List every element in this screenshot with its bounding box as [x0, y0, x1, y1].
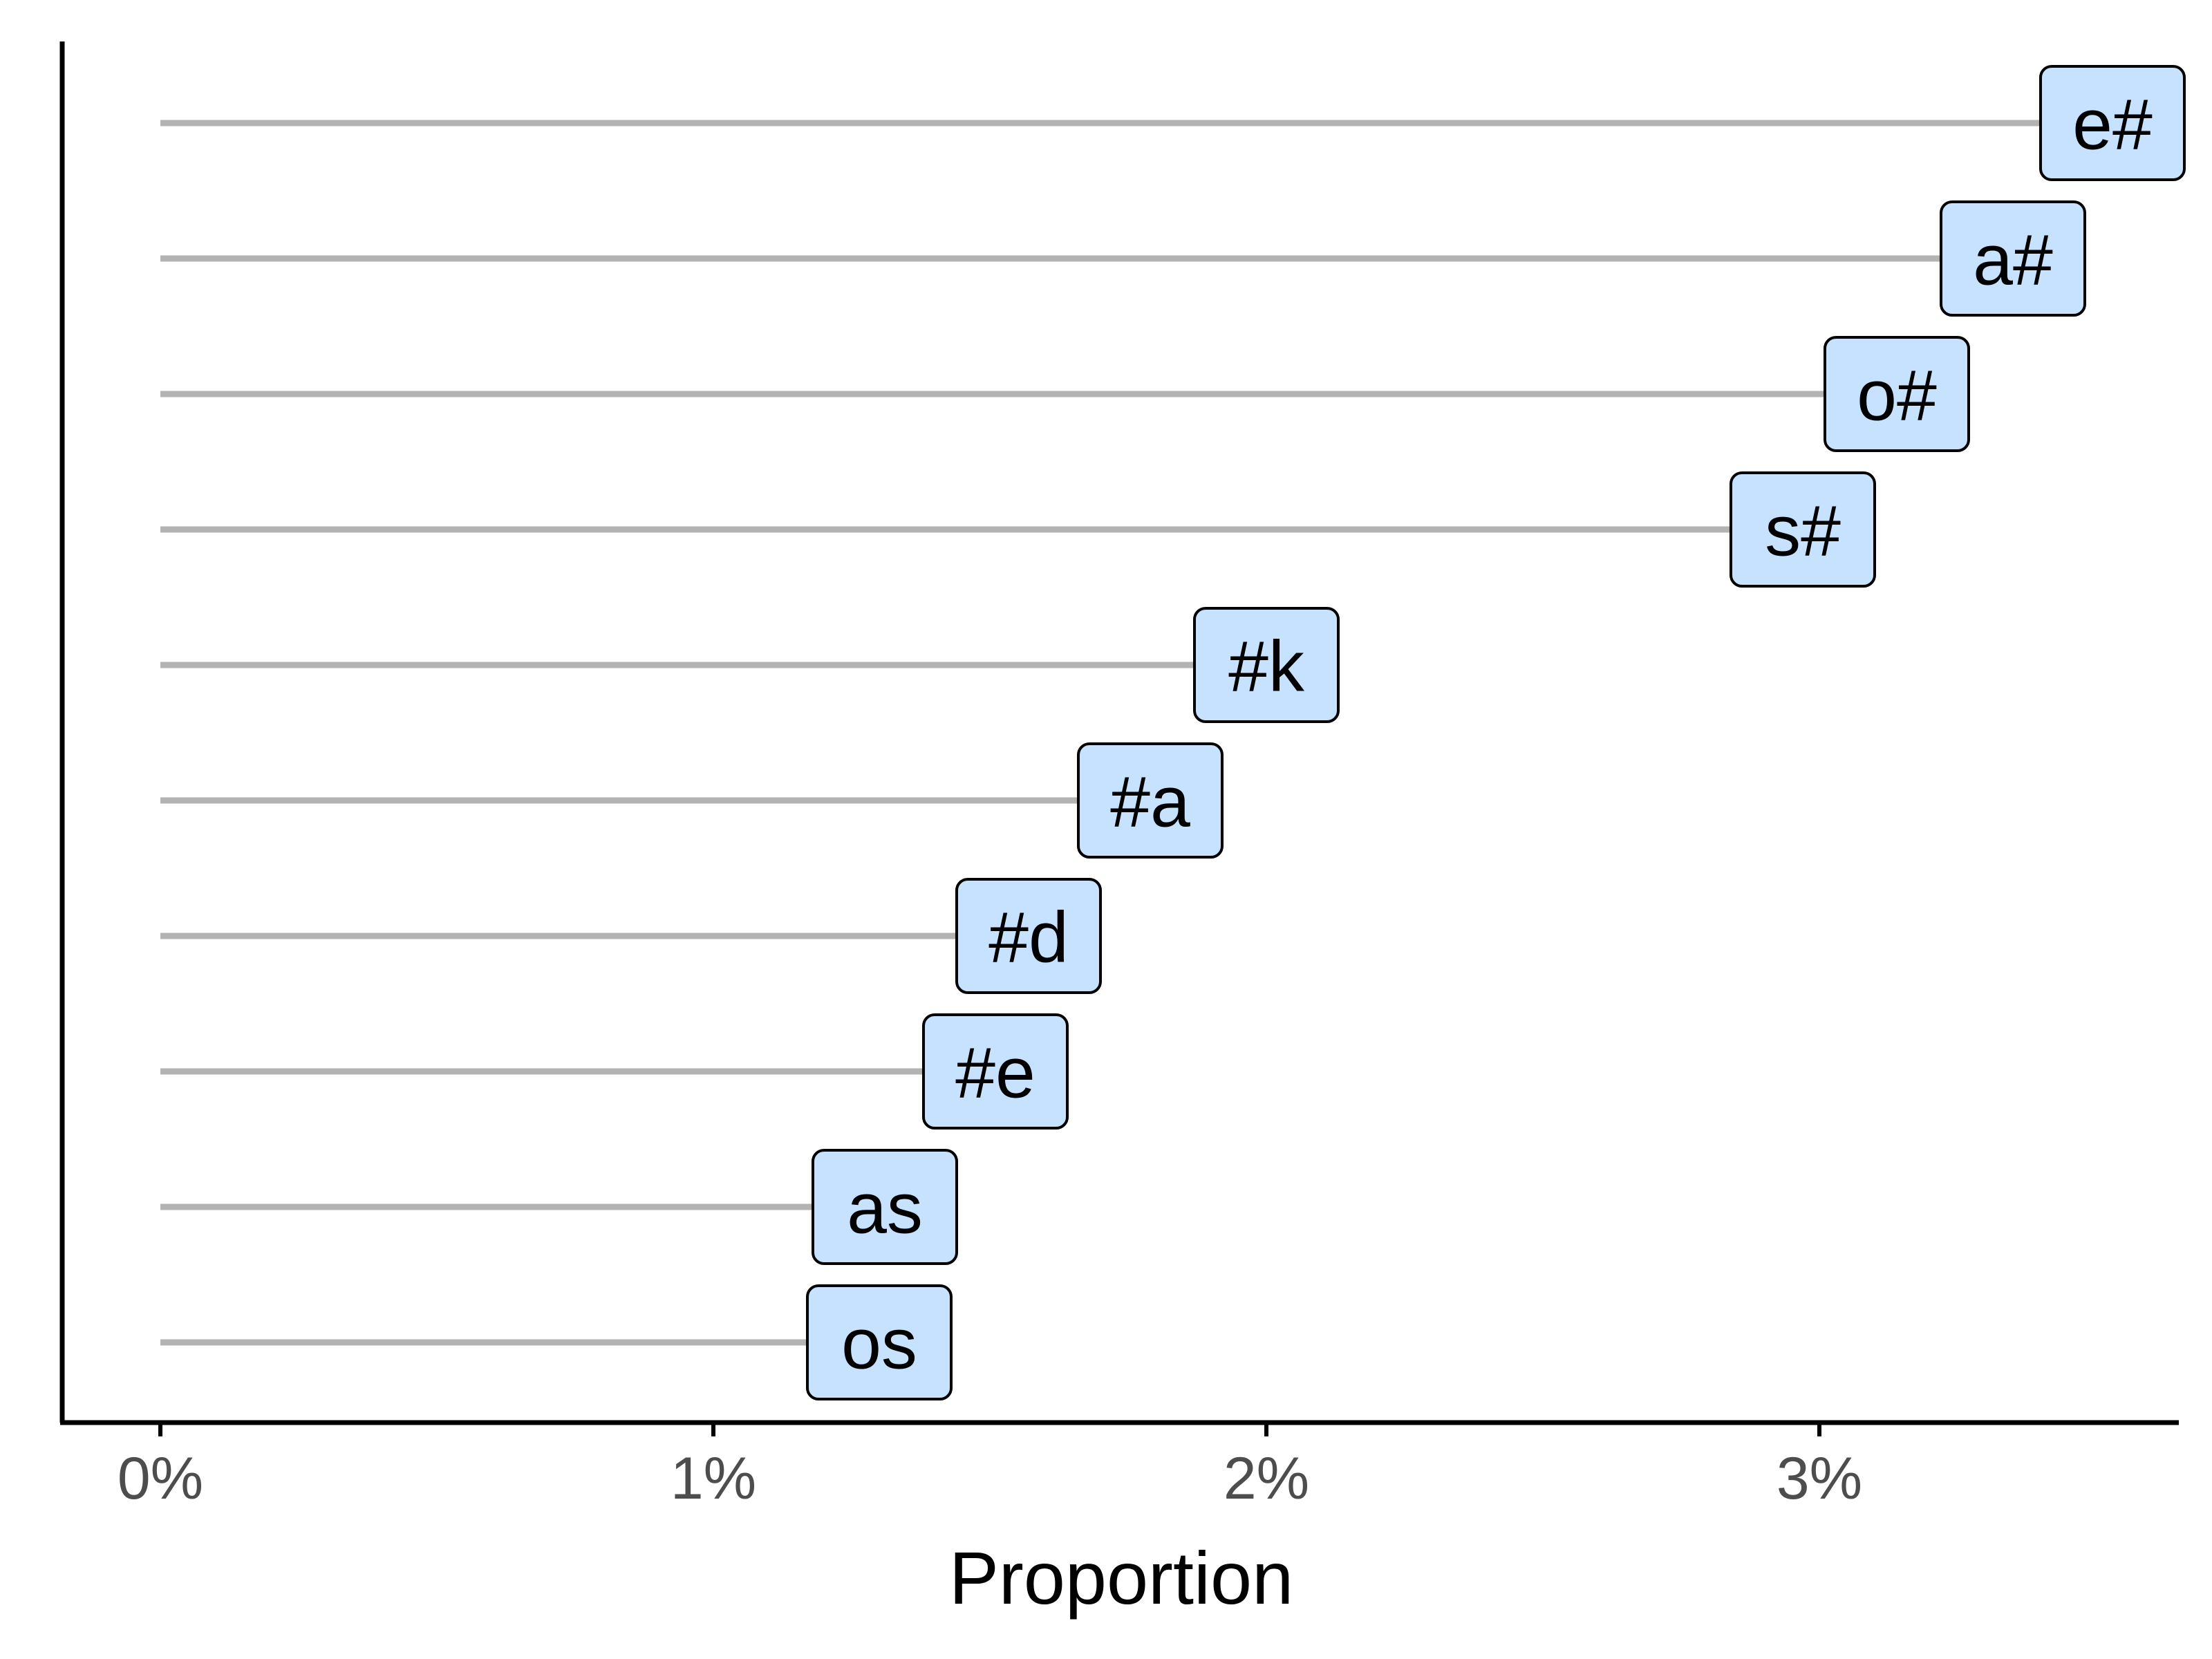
series-layer: e#a# o#s# #k #a #d #e as os: [160, 65, 2186, 1400]
bar-label-box-row-1: [2039, 65, 2186, 181]
bar-label-row-4: s#: [1765, 491, 1841, 571]
bar-label-box-row-9: [812, 1149, 958, 1265]
bar-label-row-7: #d: [988, 897, 1069, 977]
x-tick-label-1: 1%: [671, 1445, 756, 1512]
bar-label-box-row-5: [1193, 607, 1340, 723]
bar-label-box-row-2: [1940, 200, 2086, 317]
bar-label-box-row-10: [806, 1284, 953, 1400]
bar-label-box-row-7: [955, 878, 1102, 994]
x-axis-title: Proportion: [949, 1536, 1293, 1620]
x-tick-label-2: 2%: [1224, 1445, 1309, 1512]
axis-layer: 0% 1% 2% 3%: [59, 41, 2179, 1512]
x-tick-label-3: 3%: [1777, 1445, 1862, 1512]
bar-label-row-3: o#: [1857, 355, 1937, 435]
bar-label-row-5: #k: [1228, 626, 1305, 706]
bar-label-row-8: #e: [955, 1033, 1035, 1113]
bar-label-row-6: #a: [1110, 762, 1190, 842]
x-tick-label-0: 0%: [118, 1445, 203, 1512]
bar-label-row-10: os: [841, 1304, 917, 1384]
bar-label-box-row-4: [1730, 471, 1876, 588]
bar-label-row-9: as: [847, 1168, 923, 1248]
bar-label-box-row-8: [922, 1013, 1069, 1130]
bar-label-row-2: a#: [1973, 220, 2053, 300]
bar-label-row-1: e#: [2072, 84, 2153, 165]
bar-label-box-row-6: [1077, 742, 1224, 859]
bar-label-box-row-3: [1824, 336, 1970, 452]
